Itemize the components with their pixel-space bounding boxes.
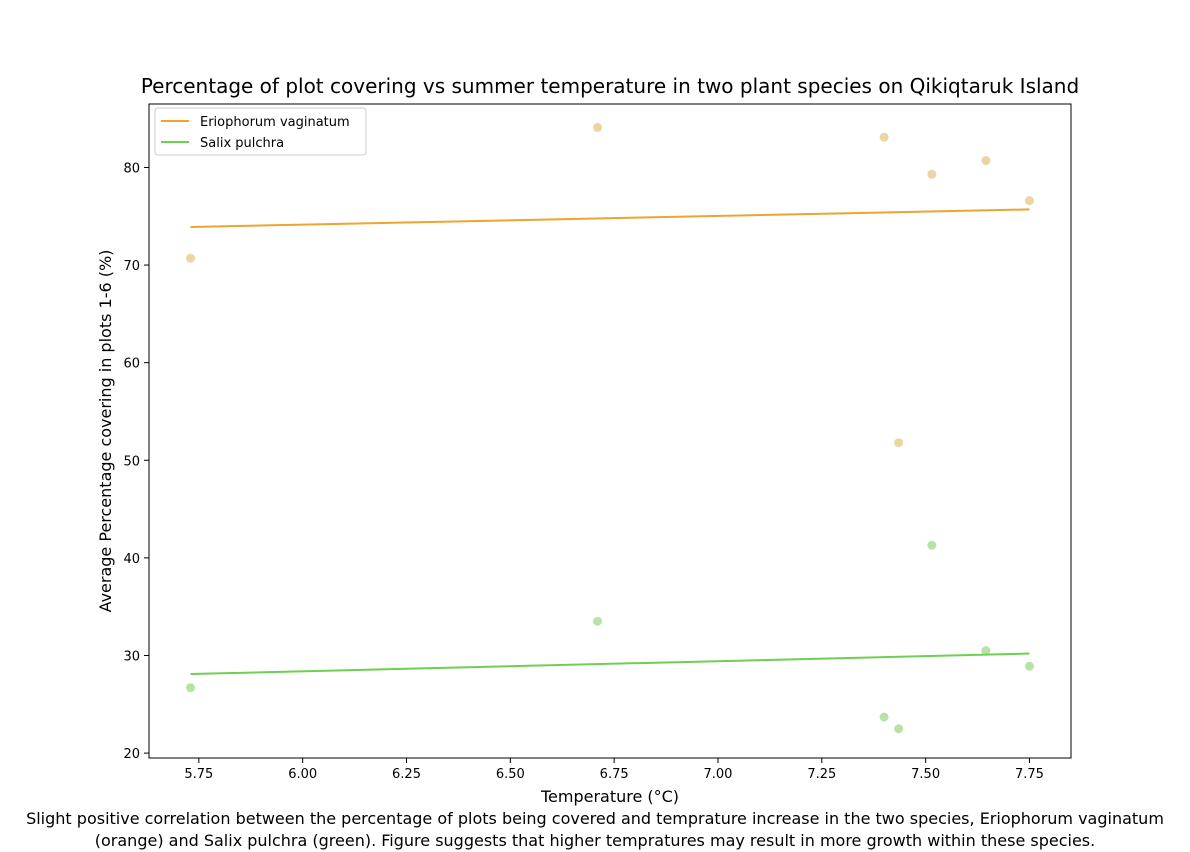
y-tick-label: 50: [123, 454, 140, 469]
caption-line-2: (orange) and Salix pulchra (green). Figu…: [94, 831, 1096, 850]
data-point-salix: [894, 724, 904, 734]
y-tick-label: 20: [123, 747, 140, 762]
data-point-salix: [927, 540, 937, 550]
legend-box: [154, 107, 367, 156]
x-tick-label: 7.25: [807, 767, 836, 782]
data-point-salix: [593, 616, 603, 626]
y-tick-label: 80: [123, 161, 140, 176]
y-tick-label: 60: [123, 357, 140, 372]
figure-caption: Slight positive correlation between the …: [0, 808, 1190, 852]
y-tick-label: 30: [123, 650, 140, 665]
x-tick-label: 7.75: [1015, 767, 1044, 782]
legend-label-eriophorum: Eriophorum vaginatum: [200, 115, 350, 130]
data-point-eriophorum: [894, 438, 904, 448]
data-point-eriophorum: [1024, 196, 1034, 206]
data-point-salix: [879, 712, 889, 722]
data-point-eriophorum: [927, 169, 937, 179]
y-tick-label: 40: [123, 552, 140, 567]
data-point-eriophorum: [186, 253, 196, 263]
x-tick-label: 5.75: [184, 767, 213, 782]
data-point-eriophorum: [879, 132, 889, 142]
x-tick-label: 6.75: [600, 767, 629, 782]
y-tick-label: 70: [123, 259, 140, 274]
y-axis-ticks: 20 30 40 50 60 70 80: [123, 161, 149, 762]
x-tick-label: 6.00: [288, 767, 317, 782]
trend-line-eriophorum: [190, 208, 1030, 228]
plot-area: [148, 103, 1072, 759]
data-point-salix: [186, 683, 196, 693]
y-axis-label: Average Percentage covering in plots 1-6…: [96, 250, 115, 613]
chart-title: Percentage of plot covering vs summer te…: [141, 74, 1079, 98]
legend: Eriophorum vaginatum Salix pulchra: [154, 107, 367, 156]
x-tick-label: 7.50: [911, 767, 940, 782]
x-tick-label: 6.25: [392, 767, 421, 782]
x-axis-label: Temperature (°C): [540, 787, 679, 806]
data-point-eriophorum: [981, 156, 991, 166]
trend-line-salix: [190, 652, 1030, 676]
data-point-salix: [1024, 661, 1034, 671]
caption-line-1: Slight positive correlation between the …: [26, 809, 1164, 828]
legend-label-salix: Salix pulchra: [200, 136, 284, 151]
data-point-eriophorum: [593, 122, 603, 132]
x-tick-label: 6.50: [496, 767, 525, 782]
x-tick-label: 7.00: [704, 767, 733, 782]
series-layer: [186, 122, 1034, 734]
chart: Percentage of plot covering vs summer te…: [96, 74, 1079, 806]
x-axis-ticks: 5.75 6.00 6.25 6.50 6.75 7.00 7.25 7.50 7.75: [184, 758, 1044, 782]
data-point-salix: [981, 646, 991, 656]
